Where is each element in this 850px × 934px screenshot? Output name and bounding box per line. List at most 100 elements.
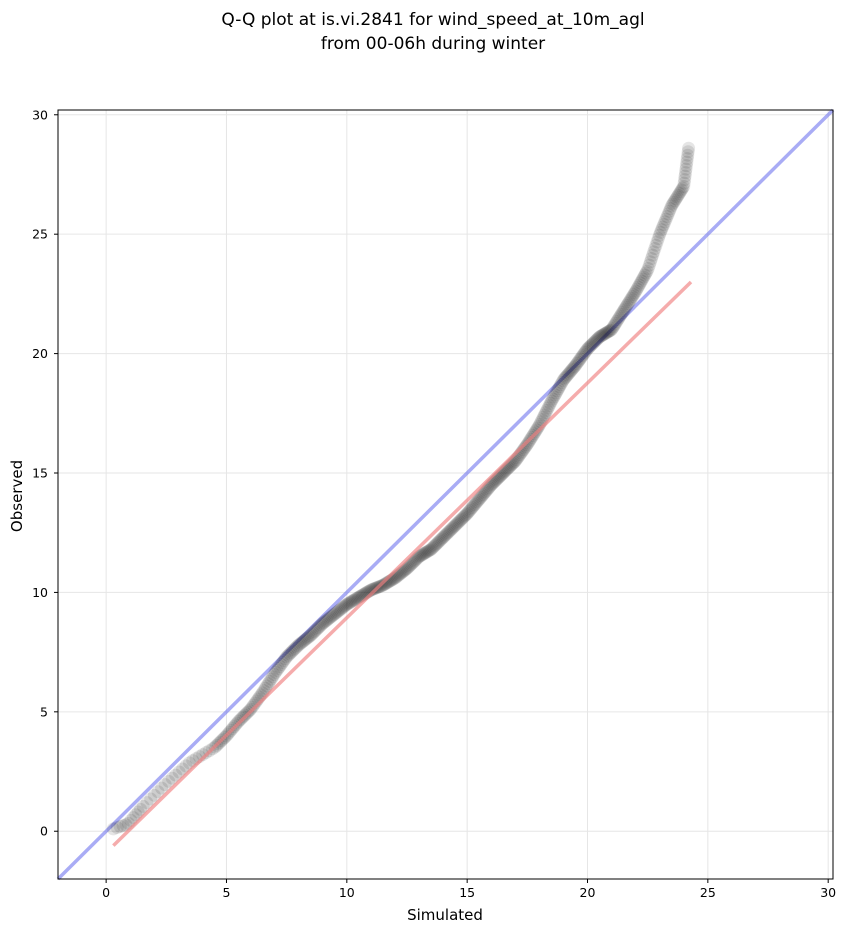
qq-point [419,546,433,560]
qq-point [430,537,444,551]
qq-point [409,553,423,567]
qq-point [312,621,326,635]
qq-point [260,679,274,693]
qq-point [441,526,455,540]
qq-point [561,368,575,382]
qq-point [162,774,176,788]
qq-point [376,578,390,592]
qq-point [681,148,695,162]
qq-point [627,288,641,302]
qq-point [440,527,454,541]
qq-point [308,625,322,639]
qq-point [398,563,412,577]
qq-point [648,242,662,256]
qq-point [620,298,634,312]
qq-point [547,390,561,404]
qq-point [316,617,330,631]
qq-point [550,384,564,398]
qq-point [364,583,378,597]
qq-point [618,302,632,316]
qq-point [640,264,654,278]
chart-title-line-1: Q-Q plot at is.vi.2841 for wind_speed_at… [221,10,644,30]
qq-point [468,498,482,512]
qq-point [320,613,334,627]
qq-point [576,349,590,363]
y-axis-ticks: 0 5 10 15 20 25 30 [32,107,58,839]
x-tick-label-0: 0 [102,885,110,900]
qq-point [314,618,328,632]
qq-point [418,546,432,560]
qq-point [649,238,663,252]
qq-point [680,152,694,166]
qq-point [476,488,490,502]
qq-point [665,199,679,213]
qq-point [310,622,324,636]
qq-point [110,821,124,835]
qq-point [288,641,302,655]
qq-point [400,561,414,575]
qq-point [420,545,434,559]
qq-point [305,627,319,641]
qq-point [572,353,586,367]
reference-lines-layer [56,108,835,881]
qq-point [329,606,343,620]
qq-point [548,388,562,402]
qq-point [551,382,565,396]
qq-point [672,187,686,201]
qq-point [647,245,661,259]
qq-point [450,517,464,531]
qq-point [405,556,419,570]
qq-point [410,552,424,566]
qq-point [452,515,466,529]
qq-point [573,352,587,366]
qq-point [464,502,478,516]
qq-point [659,212,673,226]
qq-point [563,365,577,379]
x-tick-label-5: 25 [700,885,716,900]
qq-point [604,323,618,337]
qq-point [271,661,285,675]
qq-point [309,623,323,637]
qq-point [326,608,340,622]
qq-point [520,438,534,452]
qq-point [413,549,427,563]
qq-point [677,176,691,190]
qq-point [321,612,335,626]
qq-point [656,220,670,234]
qq-point [586,336,600,350]
qq-point [611,313,625,327]
qq-point [261,677,275,691]
qq-point [280,650,294,664]
qq-point [628,286,642,300]
x-tick-label-6: 30 [820,885,836,900]
qq-point [297,634,311,648]
qq-point [673,185,687,199]
qq-point [612,311,626,325]
qq-point [424,543,438,557]
qq-point [322,611,336,625]
qq-point [247,698,261,712]
qq-point [334,602,348,616]
qq-point [470,495,484,509]
qq-point [650,235,664,249]
qq-point [637,270,651,284]
qq-point [570,357,584,371]
qq-point [401,560,415,574]
qq-point [594,329,608,343]
qq-point [165,771,179,785]
qq-point [632,278,646,292]
qq-point [610,314,624,328]
qq-point [556,373,570,387]
qq-point [291,639,305,653]
qq-point [666,197,680,211]
qq-point [435,532,449,546]
chart-title-line-2: from 00-06h during winter [321,34,545,54]
qq-point [614,307,628,321]
qq-point [268,665,282,679]
qq-point [596,328,610,342]
qq-point [290,640,304,654]
qq-point [660,210,674,224]
qq-point [642,258,656,272]
qq-point [348,593,362,607]
qq-point [580,342,594,356]
